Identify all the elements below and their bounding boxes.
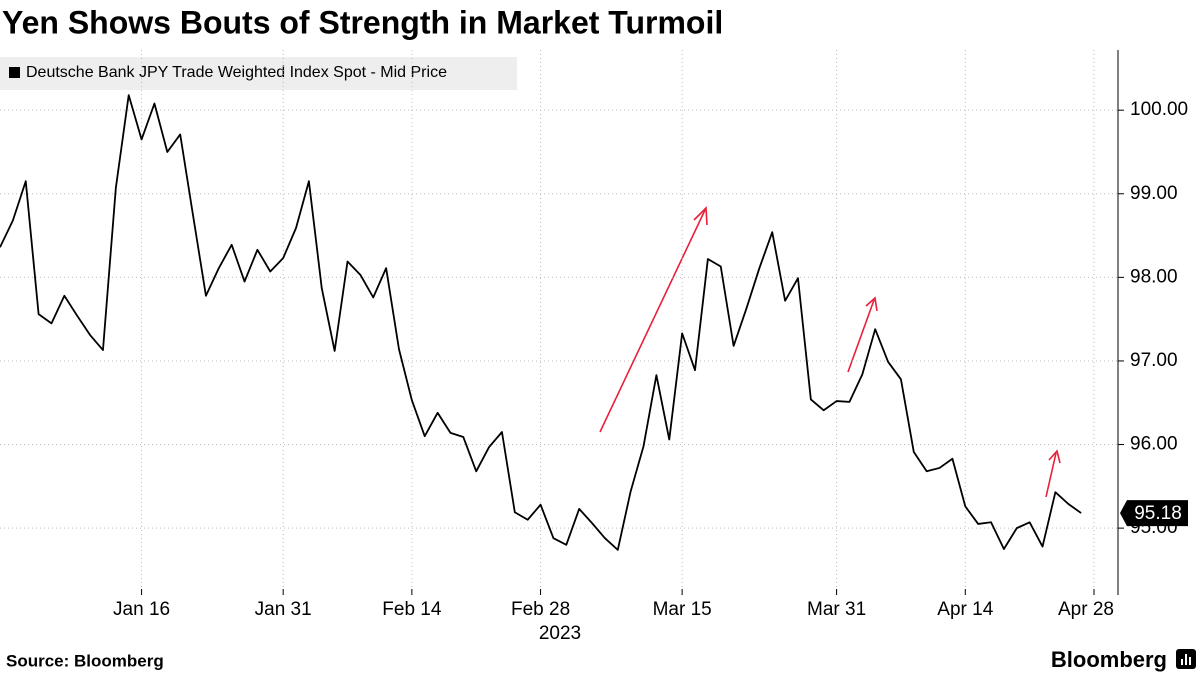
x-tick-label: Feb 14 bbox=[382, 599, 442, 620]
brand: Bloomberg bbox=[1051, 647, 1167, 672]
x-tick-label: Apr 28 bbox=[1058, 599, 1114, 620]
x-tick-label: Mar 15 bbox=[653, 599, 712, 620]
y-tick-label: 98.00 bbox=[1130, 266, 1178, 287]
year-label: 2023 bbox=[539, 623, 581, 644]
x-tick-label: Mar 31 bbox=[807, 599, 866, 620]
arrow bbox=[1045, 452, 1057, 498]
x-tick-label: Feb 28 bbox=[511, 599, 570, 620]
x-tick-label: Apr 14 bbox=[937, 599, 993, 620]
y-tick-label: 99.00 bbox=[1130, 183, 1178, 204]
x-tick-label: Jan 16 bbox=[113, 599, 170, 620]
chart-title: Yen Shows Bouts of Strength in Market Tu… bbox=[2, 4, 723, 40]
arrow-head bbox=[1048, 449, 1061, 464]
arrow bbox=[847, 299, 875, 373]
arrow bbox=[599, 209, 706, 433]
arrow-head bbox=[693, 206, 708, 226]
y-tick-label: 96.00 bbox=[1130, 434, 1178, 455]
source: Source: Bloomberg bbox=[6, 651, 164, 670]
legend-swatch bbox=[9, 67, 20, 78]
line bbox=[0, 94, 1082, 551]
annotation-arrows bbox=[599, 206, 1061, 498]
last-value-tag bbox=[1120, 500, 1188, 527]
y-tick-label: 97.00 bbox=[1130, 350, 1178, 371]
brand-icon bbox=[1176, 649, 1196, 669]
arrow-head bbox=[865, 296, 878, 312]
legend-box bbox=[0, 57, 517, 90]
x-tick-label: Jan 31 bbox=[255, 599, 312, 620]
legend-label: Deutsche Bank JPY Trade Weighted Index S… bbox=[26, 64, 447, 81]
y-tick-label: 100.00 bbox=[1130, 99, 1188, 120]
last-value-label: 95.18 bbox=[1134, 503, 1182, 524]
